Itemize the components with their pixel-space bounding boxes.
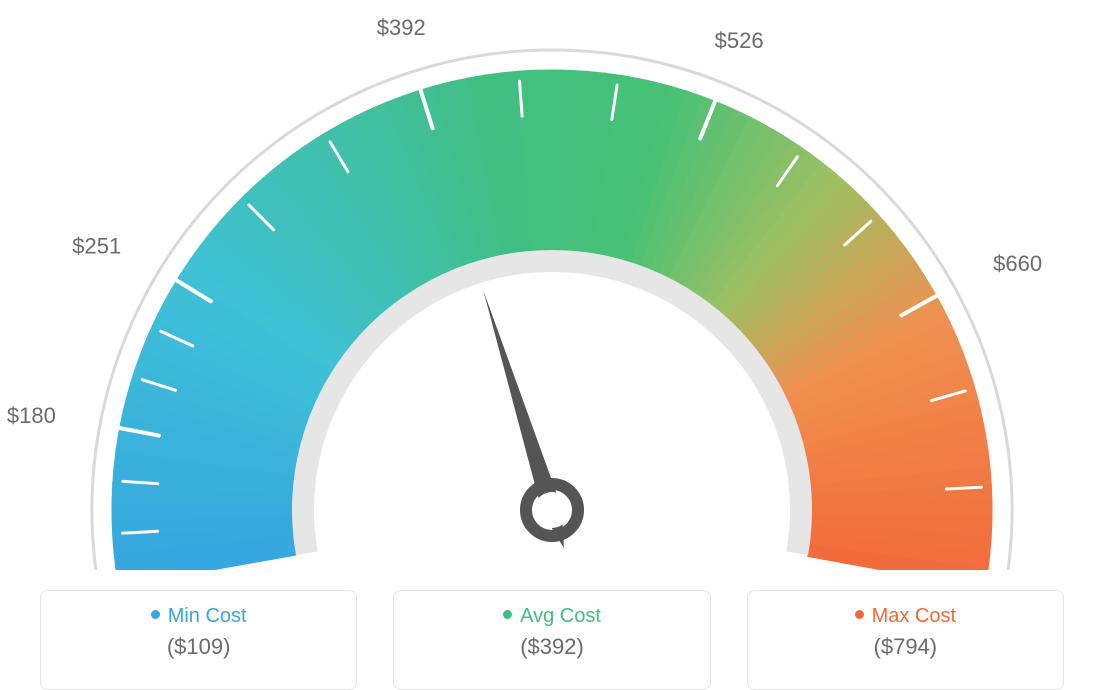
legend-row: Min Cost ($109) Avg Cost ($392) Max Cost… <box>0 590 1104 690</box>
legend-min-label: Min Cost <box>168 605 247 627</box>
dot-icon <box>503 610 512 619</box>
legend-avg-label: Avg Cost <box>520 605 601 627</box>
legend-card-avg: Avg Cost ($392) <box>393 590 710 690</box>
tick-label: $526 <box>715 28 764 53</box>
tick-label: $392 <box>377 15 426 40</box>
legend-avg-title: Avg Cost <box>394 605 709 628</box>
legend-min-title: Min Cost <box>41 605 356 628</box>
dot-icon <box>855 610 864 619</box>
legend-max-label: Max Cost <box>872 605 956 627</box>
gauge-needle <box>483 290 578 548</box>
legend-avg-value: ($392) <box>394 634 709 660</box>
legend-max-value: ($794) <box>748 634 1063 660</box>
legend-max-title: Max Cost <box>748 605 1063 628</box>
tick-label: $660 <box>993 251 1042 276</box>
cost-gauge-chart: $109$180$251$392$526$660$794 Min Cost ($… <box>0 0 1104 690</box>
tick-label: $251 <box>72 233 121 258</box>
legend-card-max: Max Cost ($794) <box>747 590 1064 690</box>
legend-min-value: ($109) <box>41 634 356 660</box>
dot-icon <box>151 610 160 619</box>
legend-card-min: Min Cost ($109) <box>40 590 357 690</box>
tick-label: $180 <box>7 403 56 428</box>
gauge: $109$180$251$392$526$660$794 <box>0 0 1104 570</box>
